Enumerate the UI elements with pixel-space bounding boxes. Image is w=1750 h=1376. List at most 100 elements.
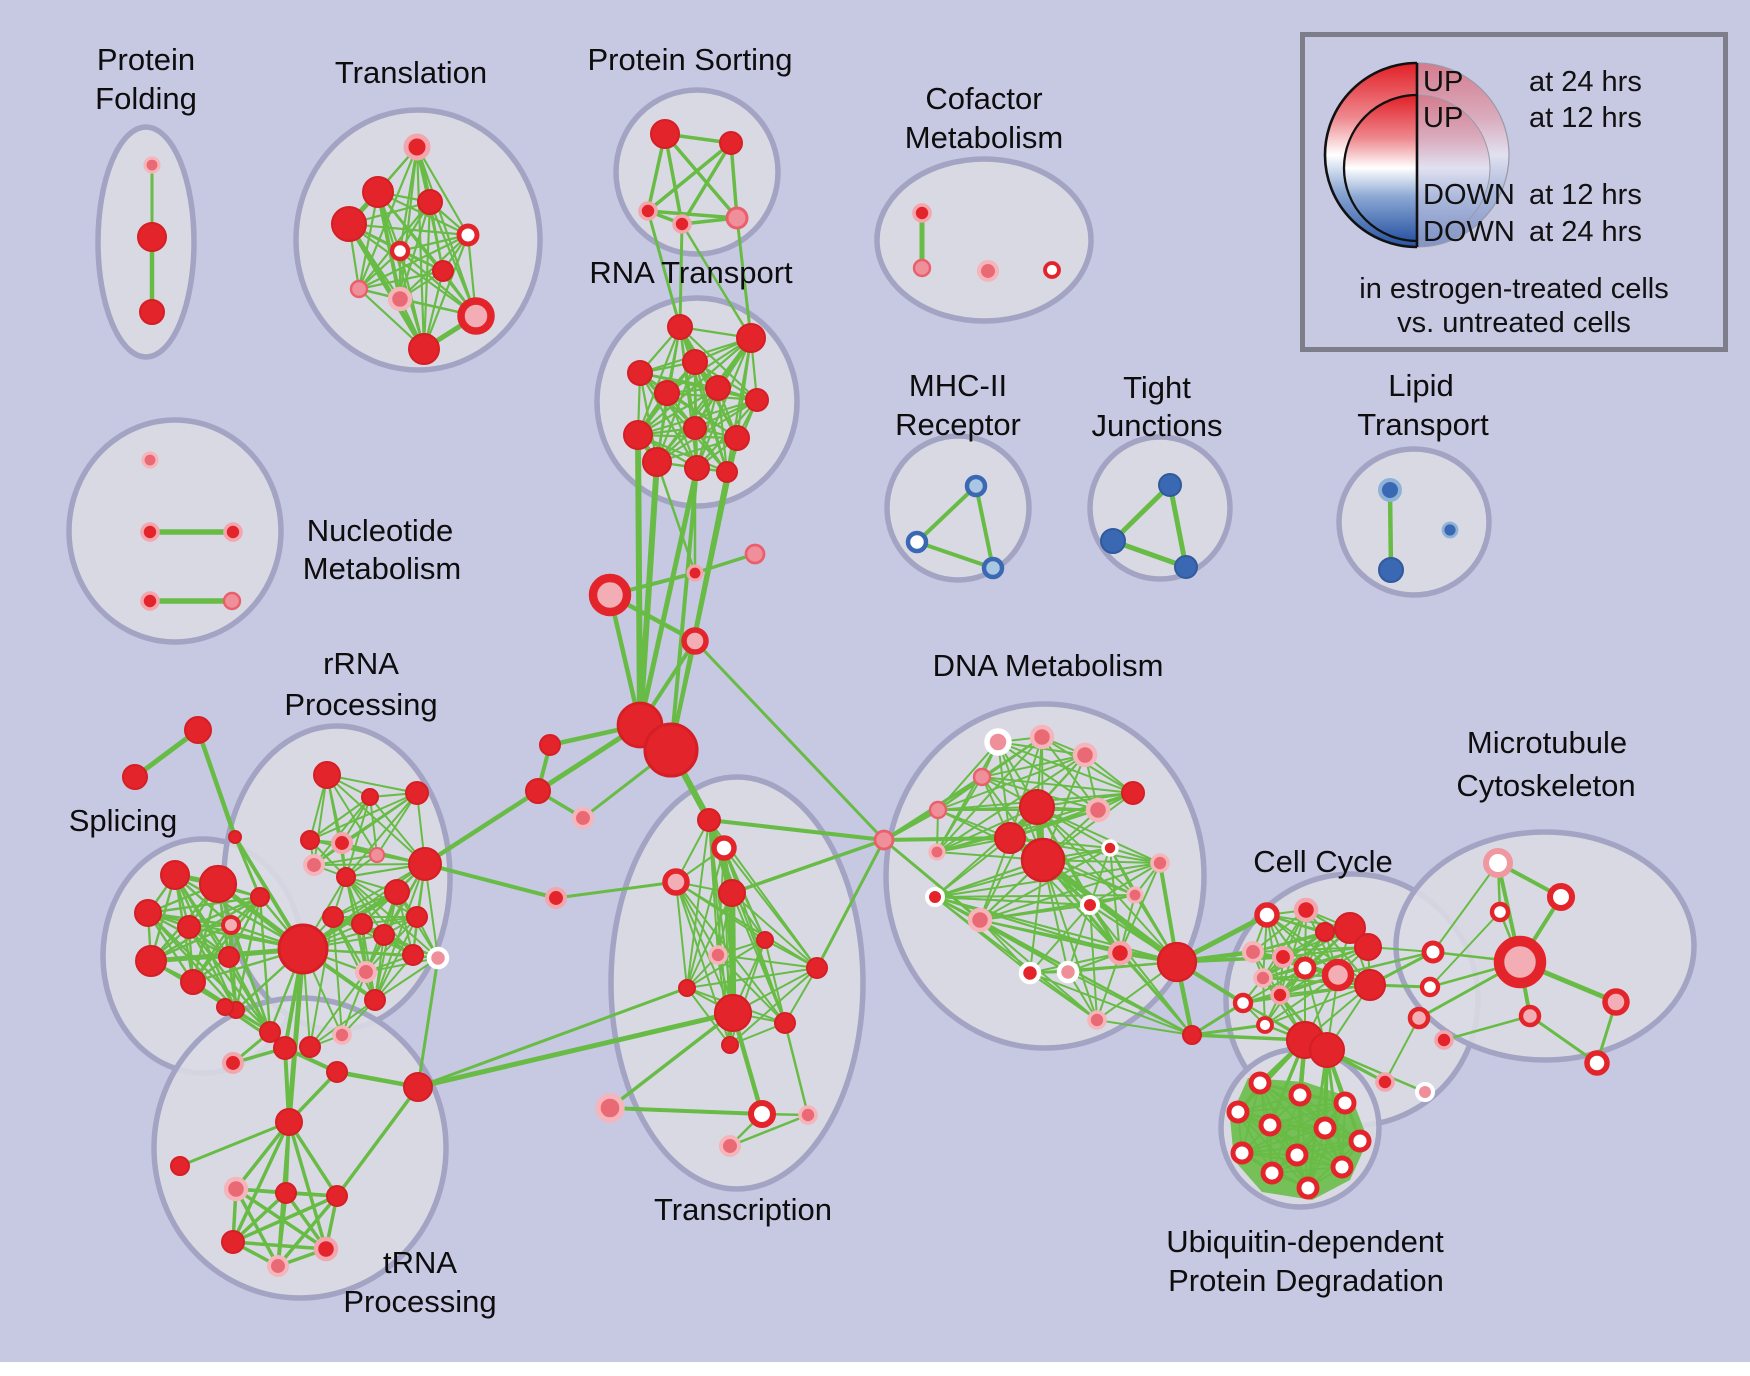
node-rt5: [654, 380, 680, 406]
node-tn13: [266, 1254, 290, 1278]
edge-j1-j2: [1110, 482, 1173, 544]
node-cc1: [1254, 902, 1280, 928]
node-d9: [994, 822, 1026, 854]
edge-cc18-mt3: [1429, 911, 1501, 988]
edge-tc5-tc9: [764, 939, 786, 1024]
legend-note-line2: vs. untreated cells: [1397, 307, 1631, 339]
node-rr14: [406, 906, 428, 928]
node-rt4: [627, 360, 653, 386]
node-cc19: [1407, 1006, 1431, 1030]
cluster-label-nucleotide-metabolism-line1: Nucleotide: [307, 513, 453, 548]
edge-rr3-rr5: [313, 792, 418, 866]
edge-tc4-tc7: [686, 892, 733, 989]
edge-t3-t11: [346, 221, 427, 352]
node-b1: [964, 474, 988, 498]
edge-cc9-cc17: [1336, 950, 1435, 977]
edge-dp0-d16: [882, 838, 982, 922]
cluster-label-microtubule-cytoskeleton-line1: Microtubule: [1467, 725, 1627, 760]
node-rr16: [426, 946, 450, 970]
edge-t5-t6: [398, 233, 470, 253]
edge-sp6-sp7: [149, 895, 262, 963]
edge-d13-d17: [1089, 862, 1161, 906]
edge-d21-d23: [1067, 971, 1193, 1036]
cluster-label-tight-junctions-line2: Junctions: [1092, 408, 1223, 443]
node-cc9: [1321, 958, 1355, 992]
cluster-label-lipid-transport-line2: Transport: [1357, 407, 1489, 442]
legend-down-12-label: DOWN: [1423, 179, 1515, 211]
node-tc5: [756, 931, 774, 949]
edge-tc12-tc13: [608, 1106, 764, 1116]
edge-rr2-rr6: [309, 796, 371, 841]
node-mt2: [1546, 882, 1576, 912]
edge-d22-d10: [1042, 859, 1098, 1021]
node-cc5: [1354, 933, 1382, 961]
node-d3: [1072, 742, 1098, 768]
cluster-ellipse-cofactor-metabolism: [874, 156, 1094, 324]
node-d8: [1018, 788, 1056, 826]
edge-tc14-tc15: [728, 1113, 810, 1148]
node-cc17: [1421, 940, 1445, 964]
edge-t4-t10: [428, 200, 478, 318]
node-cc8: [1293, 956, 1317, 980]
edge-rr1-rr5: [313, 774, 328, 866]
cluster-label-ubiquitin-degradation-line1: Ubiquitin-dependent: [1166, 1224, 1444, 1259]
edge-cc5-cc6: [1252, 946, 1369, 953]
edge-u10-u11: [1271, 1166, 1343, 1174]
node-tc2: [711, 835, 737, 861]
edge-tc11-dp0: [815, 838, 886, 970]
node-cc11: [1253, 968, 1273, 988]
legend-inner-outline-right: [1416, 94, 1491, 242]
edge-tc2-tc11: [723, 847, 818, 969]
cluster-label-rrna-processing-line2: Processing: [284, 687, 437, 722]
edge-tn5-tc8: [415, 1010, 736, 1090]
node-sp3: [134, 899, 162, 927]
node-mt5: [1602, 988, 1630, 1016]
edge-t7-t8: [357, 269, 445, 291]
node-s4: [672, 214, 692, 234]
edge-cc4-cc11: [1262, 927, 1351, 979]
node-rt3: [682, 349, 708, 375]
node-mt3: [1489, 901, 1511, 923]
node-rt6: [705, 375, 731, 401]
node-s3: [638, 201, 658, 221]
node-dp0: [873, 829, 895, 851]
node-g2: [122, 764, 148, 790]
edge-cc10-cc14: [1264, 984, 1371, 1026]
node-j3: [1174, 555, 1198, 579]
node-pf1: [143, 156, 161, 174]
edge-tc6-tc9: [717, 954, 786, 1024]
edge-rr2-rr8: [369, 796, 378, 856]
edge-d15-d17: [934, 896, 1091, 906]
node-cc2: [1293, 897, 1319, 923]
edge-g3-sp6: [233, 835, 262, 899]
edge-d4-d5: [981, 776, 1134, 794]
node-u5: [1258, 1113, 1282, 1137]
edge-d16-d17: [979, 904, 1091, 921]
edge-s2-s3: [646, 141, 733, 213]
node-sp6: [250, 887, 270, 907]
node-d5: [972, 767, 992, 787]
edge-d22-d23: [1096, 1019, 1193, 1036]
node-d20: [1018, 961, 1042, 985]
edge-rt1-rt8: [636, 325, 682, 437]
edge-d8-d18: [1036, 806, 1121, 954]
node-rr1: [313, 761, 341, 789]
node-rr12: [351, 913, 373, 935]
node-rr11: [322, 906, 344, 928]
edge-tc3-tc7: [675, 881, 688, 989]
cluster-label-trna-processing-line1: tRNA: [383, 1245, 457, 1280]
edge-d13-d18: [1119, 862, 1161, 954]
edge-rr5-rr10: [313, 863, 426, 866]
node-rr18: [364, 989, 386, 1011]
node-t10: [457, 297, 495, 335]
node-tn6: [275, 1108, 303, 1136]
node-cc3: [1315, 922, 1335, 942]
cluster-label-protein-folding-line2: Folding: [95, 81, 197, 116]
legend-box: UP at 24 hrs UP at 12 hrs DOWN at 12 hrs…: [1300, 32, 1728, 352]
edge-rt12-h1: [637, 465, 700, 728]
node-rt13: [716, 461, 738, 483]
node-j1: [1158, 473, 1182, 497]
edge-rt4-rt7: [638, 371, 759, 402]
cluster-label-cell-cycle: Cell Cycle: [1253, 844, 1393, 879]
node-cc18: [1419, 976, 1441, 998]
